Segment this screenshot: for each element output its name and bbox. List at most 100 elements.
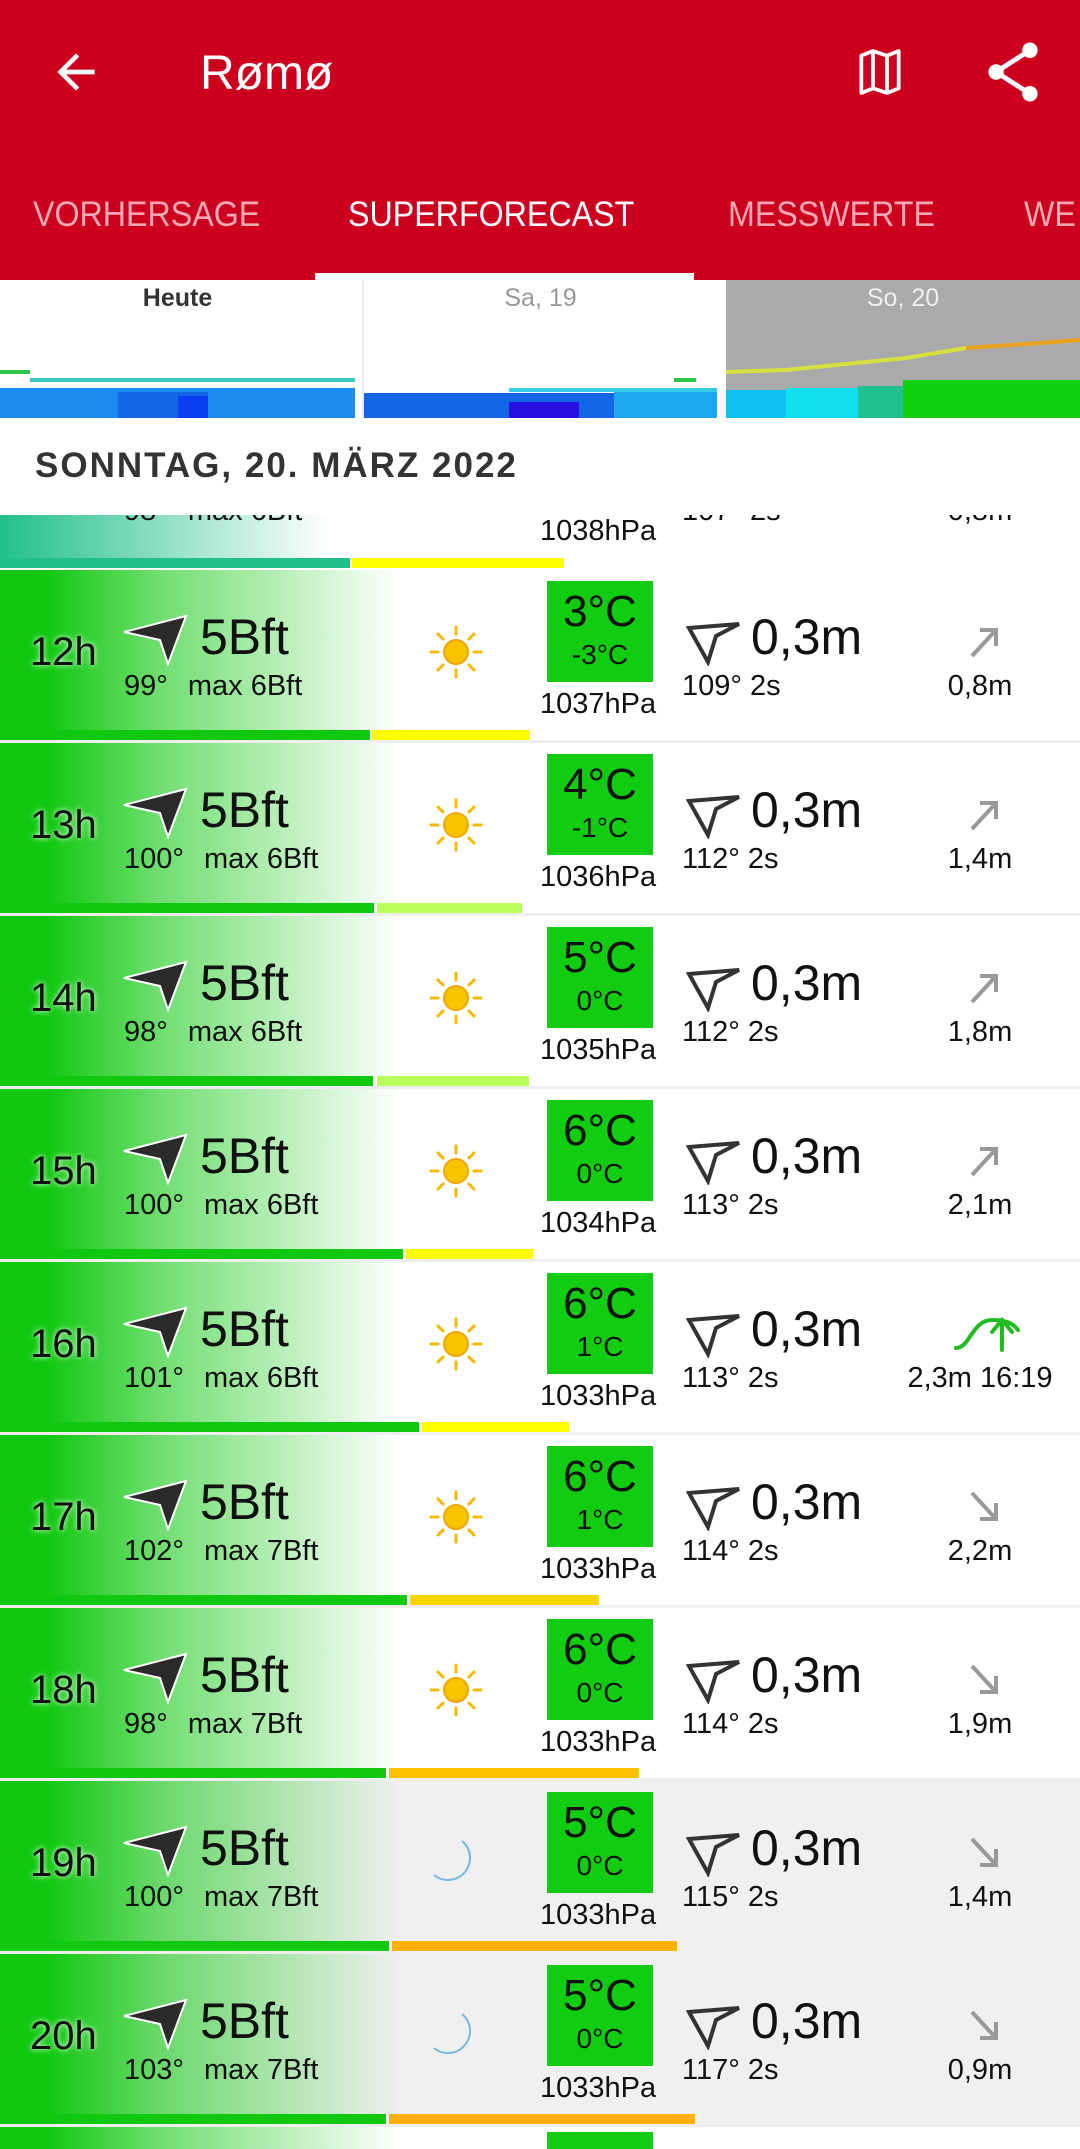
wind-gradient bbox=[0, 1262, 400, 1422]
forecast-row[interactable]: 14h 5Bft 98° max 6Bft 5°C 0°C 1035hPa 0,3m… bbox=[0, 916, 1080, 1089]
sun-icon bbox=[428, 970, 484, 1026]
wind-speed: 5Bft bbox=[200, 1993, 289, 2049]
hour-label: 18h bbox=[30, 1668, 97, 1712]
wind-speed: 5Bft bbox=[200, 609, 289, 665]
wind-gradient bbox=[0, 1089, 400, 1249]
swell-details: 113° 2s bbox=[682, 1189, 779, 1221]
pressure: 1034hPa bbox=[540, 1207, 657, 1239]
wind-bar bbox=[0, 1076, 373, 1086]
day-label: Heute bbox=[142, 284, 213, 312]
tab-messwerte[interactable]: MESSWERTE bbox=[728, 195, 935, 234]
forecast-row[interactable]: 13h 5Bft 100° max 6Bft 4°C -1°C 1036hPa 0,… bbox=[0, 743, 1080, 916]
forecast-row[interactable]: 12h 5Bft 99° max 6Bft 3°C -3°C 1037hPa 0,3… bbox=[0, 570, 1080, 743]
swell-height: 0,3m bbox=[751, 1474, 863, 1530]
felt-temperature: 0°C bbox=[576, 985, 624, 1016]
wind-direction: 98° max 7Bft bbox=[124, 1708, 303, 1740]
wind-gradient bbox=[0, 743, 400, 903]
swell-details: 112° 2s bbox=[682, 1016, 779, 1048]
day-panel-today[interactable]: Heute bbox=[0, 280, 355, 418]
swell-height: 0,3m bbox=[751, 1647, 863, 1703]
tide-height: 1,4m bbox=[947, 1881, 1013, 1913]
tab-superforecast[interactable]: SUPERFORECAST bbox=[348, 195, 635, 234]
forecast-row-partial-bottom bbox=[0, 2127, 1080, 2149]
wind-max: max 6Bft bbox=[187, 670, 303, 702]
pressure: 1035hPa bbox=[540, 1034, 657, 1066]
arrow-left-icon[interactable] bbox=[48, 44, 104, 100]
wind-gradient bbox=[0, 570, 400, 730]
forecast-row[interactable]: 20h 5Bft 103° max 7Bft 5°C 0°C 1033hPa 0,3… bbox=[0, 1954, 1080, 2127]
temperature-box: 6°C 1°C bbox=[547, 1446, 653, 1547]
forecast-row[interactable]: 18h 5Bft 98° max 7Bft 6°C 0°C 1033hPa 0,3m… bbox=[0, 1608, 1080, 1781]
temperature-box bbox=[547, 2132, 653, 2149]
arrow-down-right-icon bbox=[970, 2010, 998, 2040]
temperature-box: 5°C 0°C bbox=[547, 1965, 653, 2066]
wind-max: max 7Bft bbox=[203, 1535, 319, 1567]
felt-temperature: 0°C bbox=[576, 1850, 624, 1881]
arrow-down-right-icon bbox=[970, 1664, 998, 1694]
wind-arrow-icon bbox=[123, 960, 188, 1012]
tab-vorhersage[interactable]: VORHERSAGE bbox=[33, 195, 261, 234]
swell-height: 0,3m bbox=[751, 1301, 863, 1357]
wind-speed: 5Bft bbox=[200, 1128, 289, 1184]
high-tide-icon bbox=[954, 1316, 1020, 1352]
wind-direction: 102° max 7Bft bbox=[124, 1535, 319, 1567]
forecast-row[interactable]: 15h 5Bft 100° max 6Bft 6°C 0°C 1034hPa 0,3… bbox=[0, 1089, 1080, 1262]
swell-height: 0,3m bbox=[751, 782, 863, 838]
temperature: 5°C bbox=[563, 1798, 637, 1847]
wind-bar bbox=[0, 1422, 419, 1432]
tab-we[interactable]: WE bbox=[1024, 195, 1076, 234]
wind-speed: 5Bft bbox=[200, 1474, 289, 1530]
gust-bar bbox=[389, 2114, 695, 2124]
wind-max: max 6Bft bbox=[203, 843, 319, 875]
wind-gradient bbox=[0, 1608, 400, 1768]
temperature: 6°C bbox=[563, 1452, 637, 1501]
arrow-up-right-icon bbox=[970, 1147, 998, 1177]
felt-temperature: 0°C bbox=[576, 1677, 624, 1708]
wind-gradient bbox=[0, 1954, 400, 2114]
forecast-row-partial[interactable]: 98°max 6Bft 1038hPa 107° 2s 0,8m bbox=[0, 515, 1080, 570]
swell-arrow-icon bbox=[686, 1833, 740, 1877]
pressure: 1033hPa bbox=[540, 1899, 657, 1931]
pressure: 1033hPa bbox=[540, 1380, 657, 1412]
swell-height: 0,3m bbox=[751, 1820, 863, 1876]
felt-temperature: 0°C bbox=[576, 1158, 624, 1189]
wind-gradient bbox=[0, 916, 400, 1076]
swell-details: 115° 2s bbox=[682, 1881, 779, 1913]
day-panel-so20[interactable]: So, 20 bbox=[726, 280, 1080, 418]
hour-label: 20h bbox=[30, 2014, 97, 2058]
wind-max: max 7Bft bbox=[203, 2054, 319, 2086]
forecast-row[interactable]: 16h 5Bft 101° max 6Bft 6°C 1°C 1033hPa 0,3… bbox=[0, 1262, 1080, 1435]
wind-arrow-icon bbox=[123, 1998, 188, 2050]
swell-arrow-icon bbox=[686, 1660, 740, 1704]
wind-max: max 7Bft bbox=[203, 1881, 319, 1913]
forecast-row[interactable]: 17h 5Bft 102° max 7Bft 6°C 1°C 1033hPa 0,3… bbox=[0, 1435, 1080, 1608]
tide-height: 0,9m bbox=[947, 2054, 1013, 2086]
wind-max: max 6Bft bbox=[187, 1016, 303, 1048]
swell-details: 114° 2s bbox=[682, 1535, 779, 1567]
day-panel-sa19[interactable]: Sa, 19 bbox=[362, 280, 717, 418]
map-icon[interactable] bbox=[852, 44, 908, 100]
hour-label: 16h bbox=[30, 1322, 97, 1366]
wind-arrow-icon bbox=[123, 1652, 188, 1704]
share-icon[interactable] bbox=[984, 40, 1042, 104]
wind-bar bbox=[0, 1249, 403, 1259]
felt-temperature: 1°C bbox=[576, 1504, 624, 1535]
hour-label: 13h bbox=[30, 803, 97, 847]
wind-speed: 5Bft bbox=[200, 782, 289, 838]
page-title: Rømø bbox=[200, 47, 334, 100]
hour-label: 15h bbox=[30, 1149, 97, 1193]
hour-label: 14h bbox=[30, 976, 97, 1020]
swell-arrow-icon bbox=[686, 1314, 740, 1358]
sun-icon bbox=[428, 1489, 484, 1545]
pressure: 1033hPa bbox=[540, 2072, 657, 2104]
arrow-down-right-icon bbox=[970, 1837, 998, 1867]
temperature: 6°C bbox=[563, 1625, 637, 1674]
moon-icon bbox=[428, 1835, 484, 1891]
swell-details: 112° 2s bbox=[682, 843, 779, 875]
wind-direction: 100° max 6Bft bbox=[124, 1189, 319, 1221]
sun-icon bbox=[428, 624, 484, 680]
tide-height: 1,8m bbox=[947, 1016, 1013, 1048]
forecast-row[interactable]: 19h 5Bft 100° max 7Bft 5°C 0°C 1033hPa 0,3… bbox=[0, 1781, 1080, 1954]
swell-details: 113° 2s bbox=[682, 1362, 779, 1394]
gust-bar bbox=[392, 1941, 677, 1951]
